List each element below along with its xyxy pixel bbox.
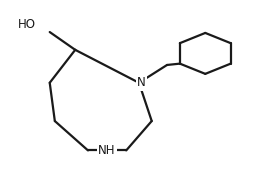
- Text: N: N: [137, 76, 145, 89]
- Text: NH: NH: [98, 144, 115, 157]
- Text: HO: HO: [18, 17, 36, 31]
